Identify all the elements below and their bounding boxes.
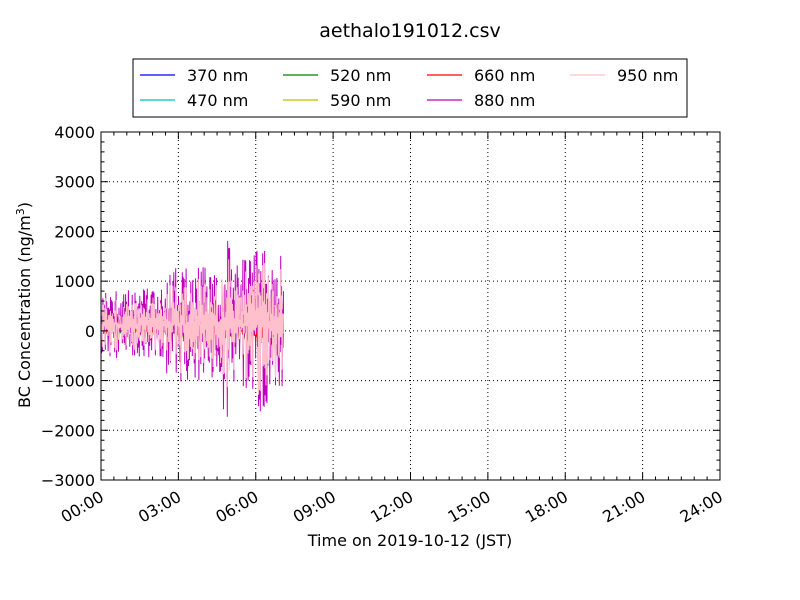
y-tick-label: 0 xyxy=(85,322,95,341)
x-tick-label: 09:00 xyxy=(290,487,339,527)
plot-frame xyxy=(100,131,721,481)
x-tick-label: 12:00 xyxy=(367,487,416,527)
x-tick-label: 00:00 xyxy=(58,487,107,527)
legend-label: 660 nm xyxy=(474,66,535,85)
x-tick-label: 18:00 xyxy=(522,487,571,527)
x-tick-label: 03:00 xyxy=(135,487,184,527)
legend-label: 950 nm xyxy=(617,66,678,85)
series-line-950-nm xyxy=(100,259,284,395)
y-tick-label: 2000 xyxy=(54,222,95,241)
chart-title: aethalo191012.csv xyxy=(319,20,501,42)
legend-label: 470 nm xyxy=(187,91,248,110)
y-tick-label: 3000 xyxy=(54,173,95,192)
x-axis-label: Time on 2019-10-12 (JST) xyxy=(307,531,512,550)
y-tick-label: −3000 xyxy=(41,471,95,490)
x-tick-label: 21:00 xyxy=(599,487,648,527)
series-layer xyxy=(100,240,284,417)
y-tick-label: −1000 xyxy=(41,372,95,391)
x-tick-label: 15:00 xyxy=(444,487,493,527)
legend-label: 590 nm xyxy=(330,91,391,110)
y-tick-label: 1000 xyxy=(54,272,95,291)
axes xyxy=(100,131,721,481)
legend-label: 880 nm xyxy=(474,91,535,110)
y-axis-label-superscript: 3 xyxy=(14,208,27,215)
y-axis-label: BC Concentration (ng/m3) xyxy=(14,202,35,408)
x-tick-label: 06:00 xyxy=(212,487,261,527)
legend-label: 520 nm xyxy=(330,66,391,85)
legend-frame xyxy=(132,58,688,118)
y-tick-label: 4000 xyxy=(54,123,95,142)
grid xyxy=(101,132,720,480)
legend-label: 370 nm xyxy=(187,66,248,85)
y-tick-label: −2000 xyxy=(41,421,95,440)
legend: 370 nm 470 nm 520 nm 590 nm 660 nm 880 nm 950 … xyxy=(132,58,688,118)
x-tick-label: 24:00 xyxy=(677,487,726,527)
